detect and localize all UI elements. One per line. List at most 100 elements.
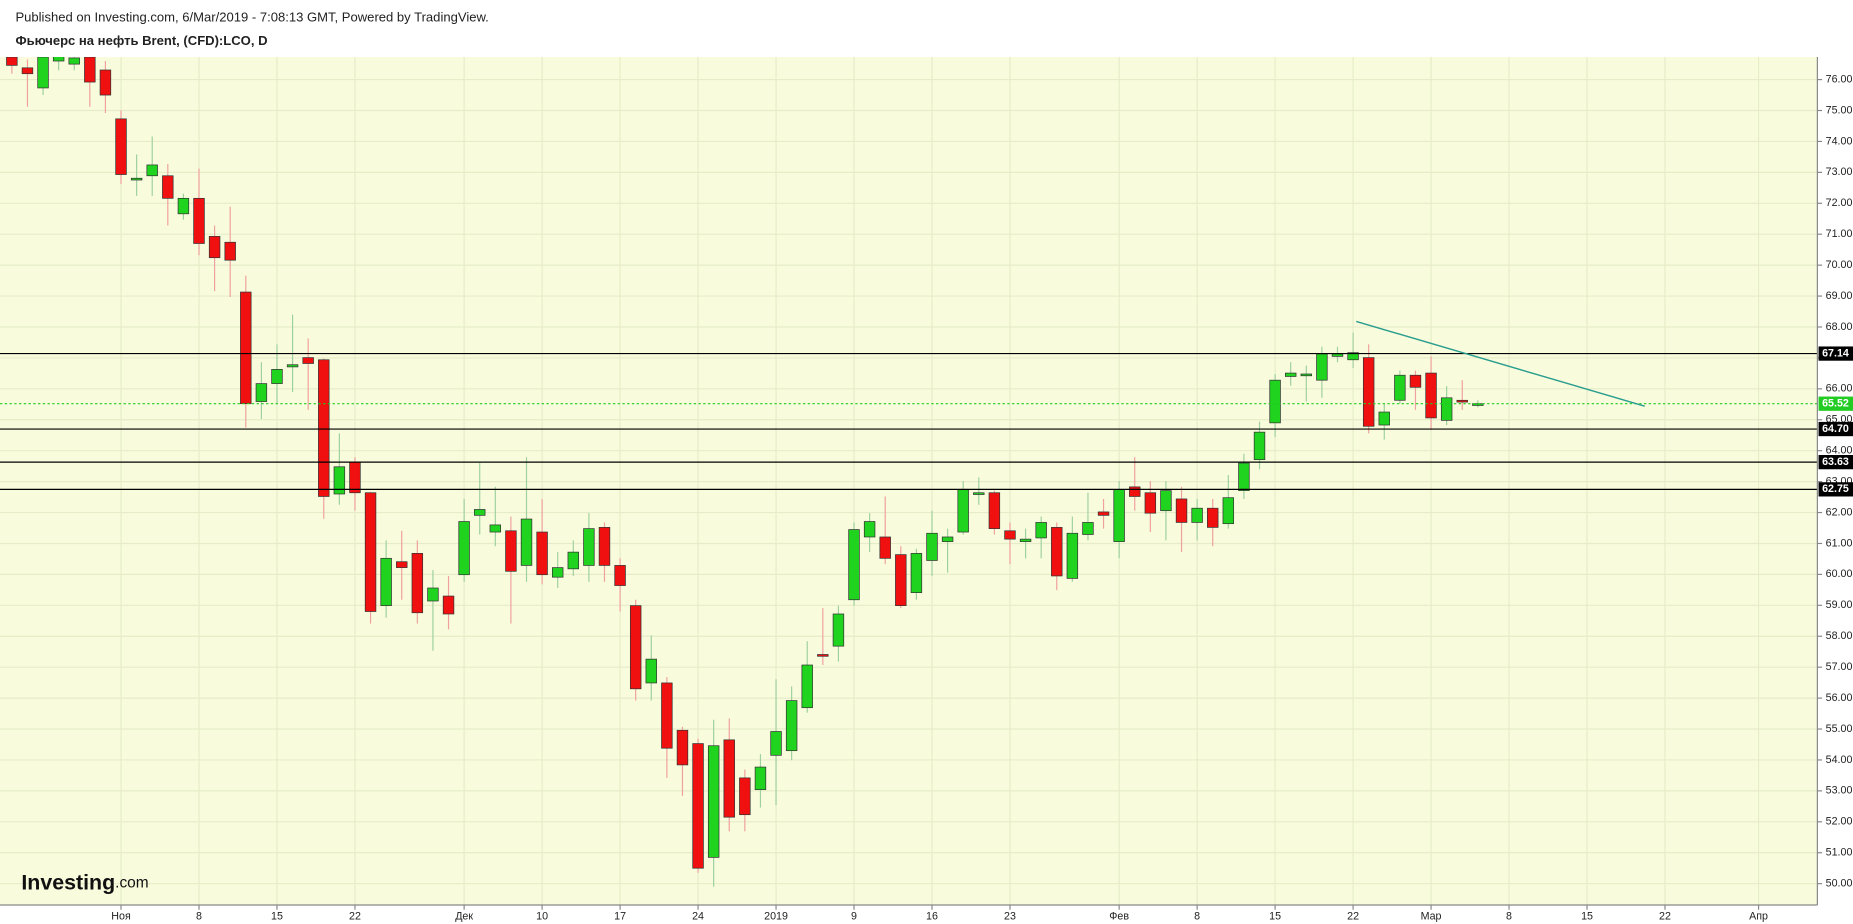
candle-body — [489, 524, 502, 533]
candle-body — [583, 528, 595, 566]
candle-body — [770, 731, 782, 756]
candle-body — [177, 197, 190, 215]
candle-body — [349, 461, 361, 494]
x-tick-label: Дек — [455, 911, 473, 923]
candle-body — [1347, 352, 1359, 361]
x-tick-label: 22 — [349, 911, 361, 923]
x-tick-label: Апр — [1749, 911, 1768, 923]
x-tick-label: 17 — [614, 911, 626, 923]
candle-body — [286, 364, 299, 368]
candle-body — [364, 492, 377, 612]
candle-body — [1300, 373, 1312, 377]
candle-body — [1035, 522, 1047, 539]
candle-body — [552, 567, 564, 578]
candle-body — [193, 197, 205, 244]
candle-body — [380, 557, 392, 606]
candle-body — [1097, 511, 1110, 516]
y-tick-label: 63.00 — [1826, 475, 1853, 487]
y-tick-label: 50.00 — [1826, 877, 1853, 889]
candle-body — [614, 565, 626, 586]
y-tick-label: 56.00 — [1826, 692, 1853, 704]
candle-body — [458, 521, 470, 576]
candle-body — [1456, 399, 1468, 403]
last-price-label: 65.52 — [1822, 398, 1849, 410]
x-tick-label: Фев — [1109, 911, 1129, 923]
y-tick-label: 52.00 — [1826, 816, 1853, 828]
candle-body — [879, 536, 891, 559]
candle-body — [255, 383, 268, 402]
candle-body — [271, 369, 283, 384]
y-tick-label: 60.00 — [1826, 568, 1853, 580]
y-tick-label: 66.00 — [1826, 383, 1853, 395]
candle-body — [1129, 486, 1141, 497]
candle-body — [973, 492, 985, 495]
candle-body — [785, 700, 798, 752]
subtitle: Published on Investing.com, 6/Mar/2019 -… — [15, 9, 488, 24]
candle-body — [505, 530, 517, 572]
y-tick-label: 51.00 — [1826, 847, 1853, 859]
candle-body — [1316, 353, 1328, 381]
candle-body — [1425, 372, 1437, 419]
candle-body — [146, 164, 158, 177]
candle-body — [68, 57, 80, 65]
level-label: 63.63 — [1822, 456, 1849, 468]
candle-body — [1394, 374, 1406, 401]
candle-body — [427, 587, 439, 602]
candle-body — [224, 241, 236, 261]
level-label-box — [1818, 482, 1853, 497]
x-tick-label: 23 — [1004, 911, 1016, 923]
candle-body — [1019, 538, 1032, 542]
x-tick-label: Мар — [1421, 911, 1442, 923]
x-tick-label: 22 — [1659, 911, 1671, 923]
candle-body — [801, 664, 813, 709]
candle-body — [1331, 353, 1344, 357]
y-tick-label: 69.00 — [1826, 290, 1853, 302]
y-tick-label: 57.00 — [1826, 661, 1853, 673]
y-tick-label: 65.00 — [1826, 414, 1853, 426]
candle-body — [318, 359, 330, 497]
y-tick-label: 62.00 — [1826, 506, 1853, 518]
candle-body — [910, 553, 923, 594]
x-tick-label: 8 — [1194, 911, 1200, 923]
candle-body — [1066, 532, 1079, 579]
candle-body — [240, 291, 252, 405]
y-tick-label: 70.00 — [1826, 259, 1853, 271]
candle-body — [739, 777, 751, 816]
candle-body — [1051, 527, 1063, 577]
candle-body — [567, 551, 579, 570]
candle-body — [1440, 397, 1453, 421]
x-tick-label: Ноя — [111, 911, 131, 923]
candle-body — [629, 605, 642, 690]
candle-body — [926, 532, 938, 561]
candle-body — [302, 357, 314, 364]
candle-body — [1378, 411, 1390, 426]
level-label-box — [1818, 421, 1853, 437]
candle-body — [1253, 431, 1266, 461]
chart-title: Фьючерс на нефть Brent, (CFD):LCO, D — [15, 33, 267, 48]
candle-body — [1362, 357, 1375, 427]
level-label: 64.70 — [1822, 423, 1849, 435]
candle-body — [37, 57, 49, 89]
y-tick-label: 53.00 — [1826, 785, 1853, 797]
candle-body — [676, 729, 689, 766]
candle-body — [1175, 498, 1188, 523]
y-tick-label: 73.00 — [1826, 166, 1853, 178]
y-tick-label: 61.00 — [1826, 537, 1853, 549]
candle-body — [661, 682, 673, 749]
x-tick-label: 2019 — [764, 911, 788, 923]
candle-body — [895, 554, 907, 606]
candle-body — [832, 613, 845, 647]
x-tick-label: 9 — [851, 911, 857, 923]
candle-body — [442, 595, 455, 615]
candle-body — [957, 488, 969, 533]
x-tick-label: 10 — [536, 911, 548, 923]
candle-body — [130, 177, 143, 181]
y-tick-label: 54.00 — [1826, 754, 1853, 766]
y-tick-label: 59.00 — [1826, 599, 1853, 611]
candle-body — [6, 57, 18, 66]
candle-body — [520, 518, 533, 566]
y-tick-label: 58.00 — [1826, 630, 1853, 642]
candle-body — [99, 69, 112, 96]
x-tick-label: 16 — [926, 911, 938, 923]
